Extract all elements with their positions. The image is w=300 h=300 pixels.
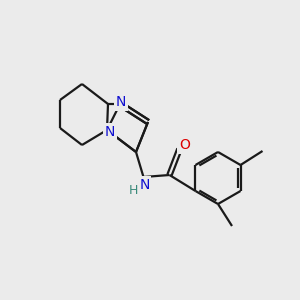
Text: O: O bbox=[179, 138, 190, 152]
Text: N: N bbox=[139, 178, 150, 192]
Text: H: H bbox=[129, 184, 138, 197]
Text: N: N bbox=[116, 95, 126, 109]
Text: N: N bbox=[105, 125, 115, 139]
